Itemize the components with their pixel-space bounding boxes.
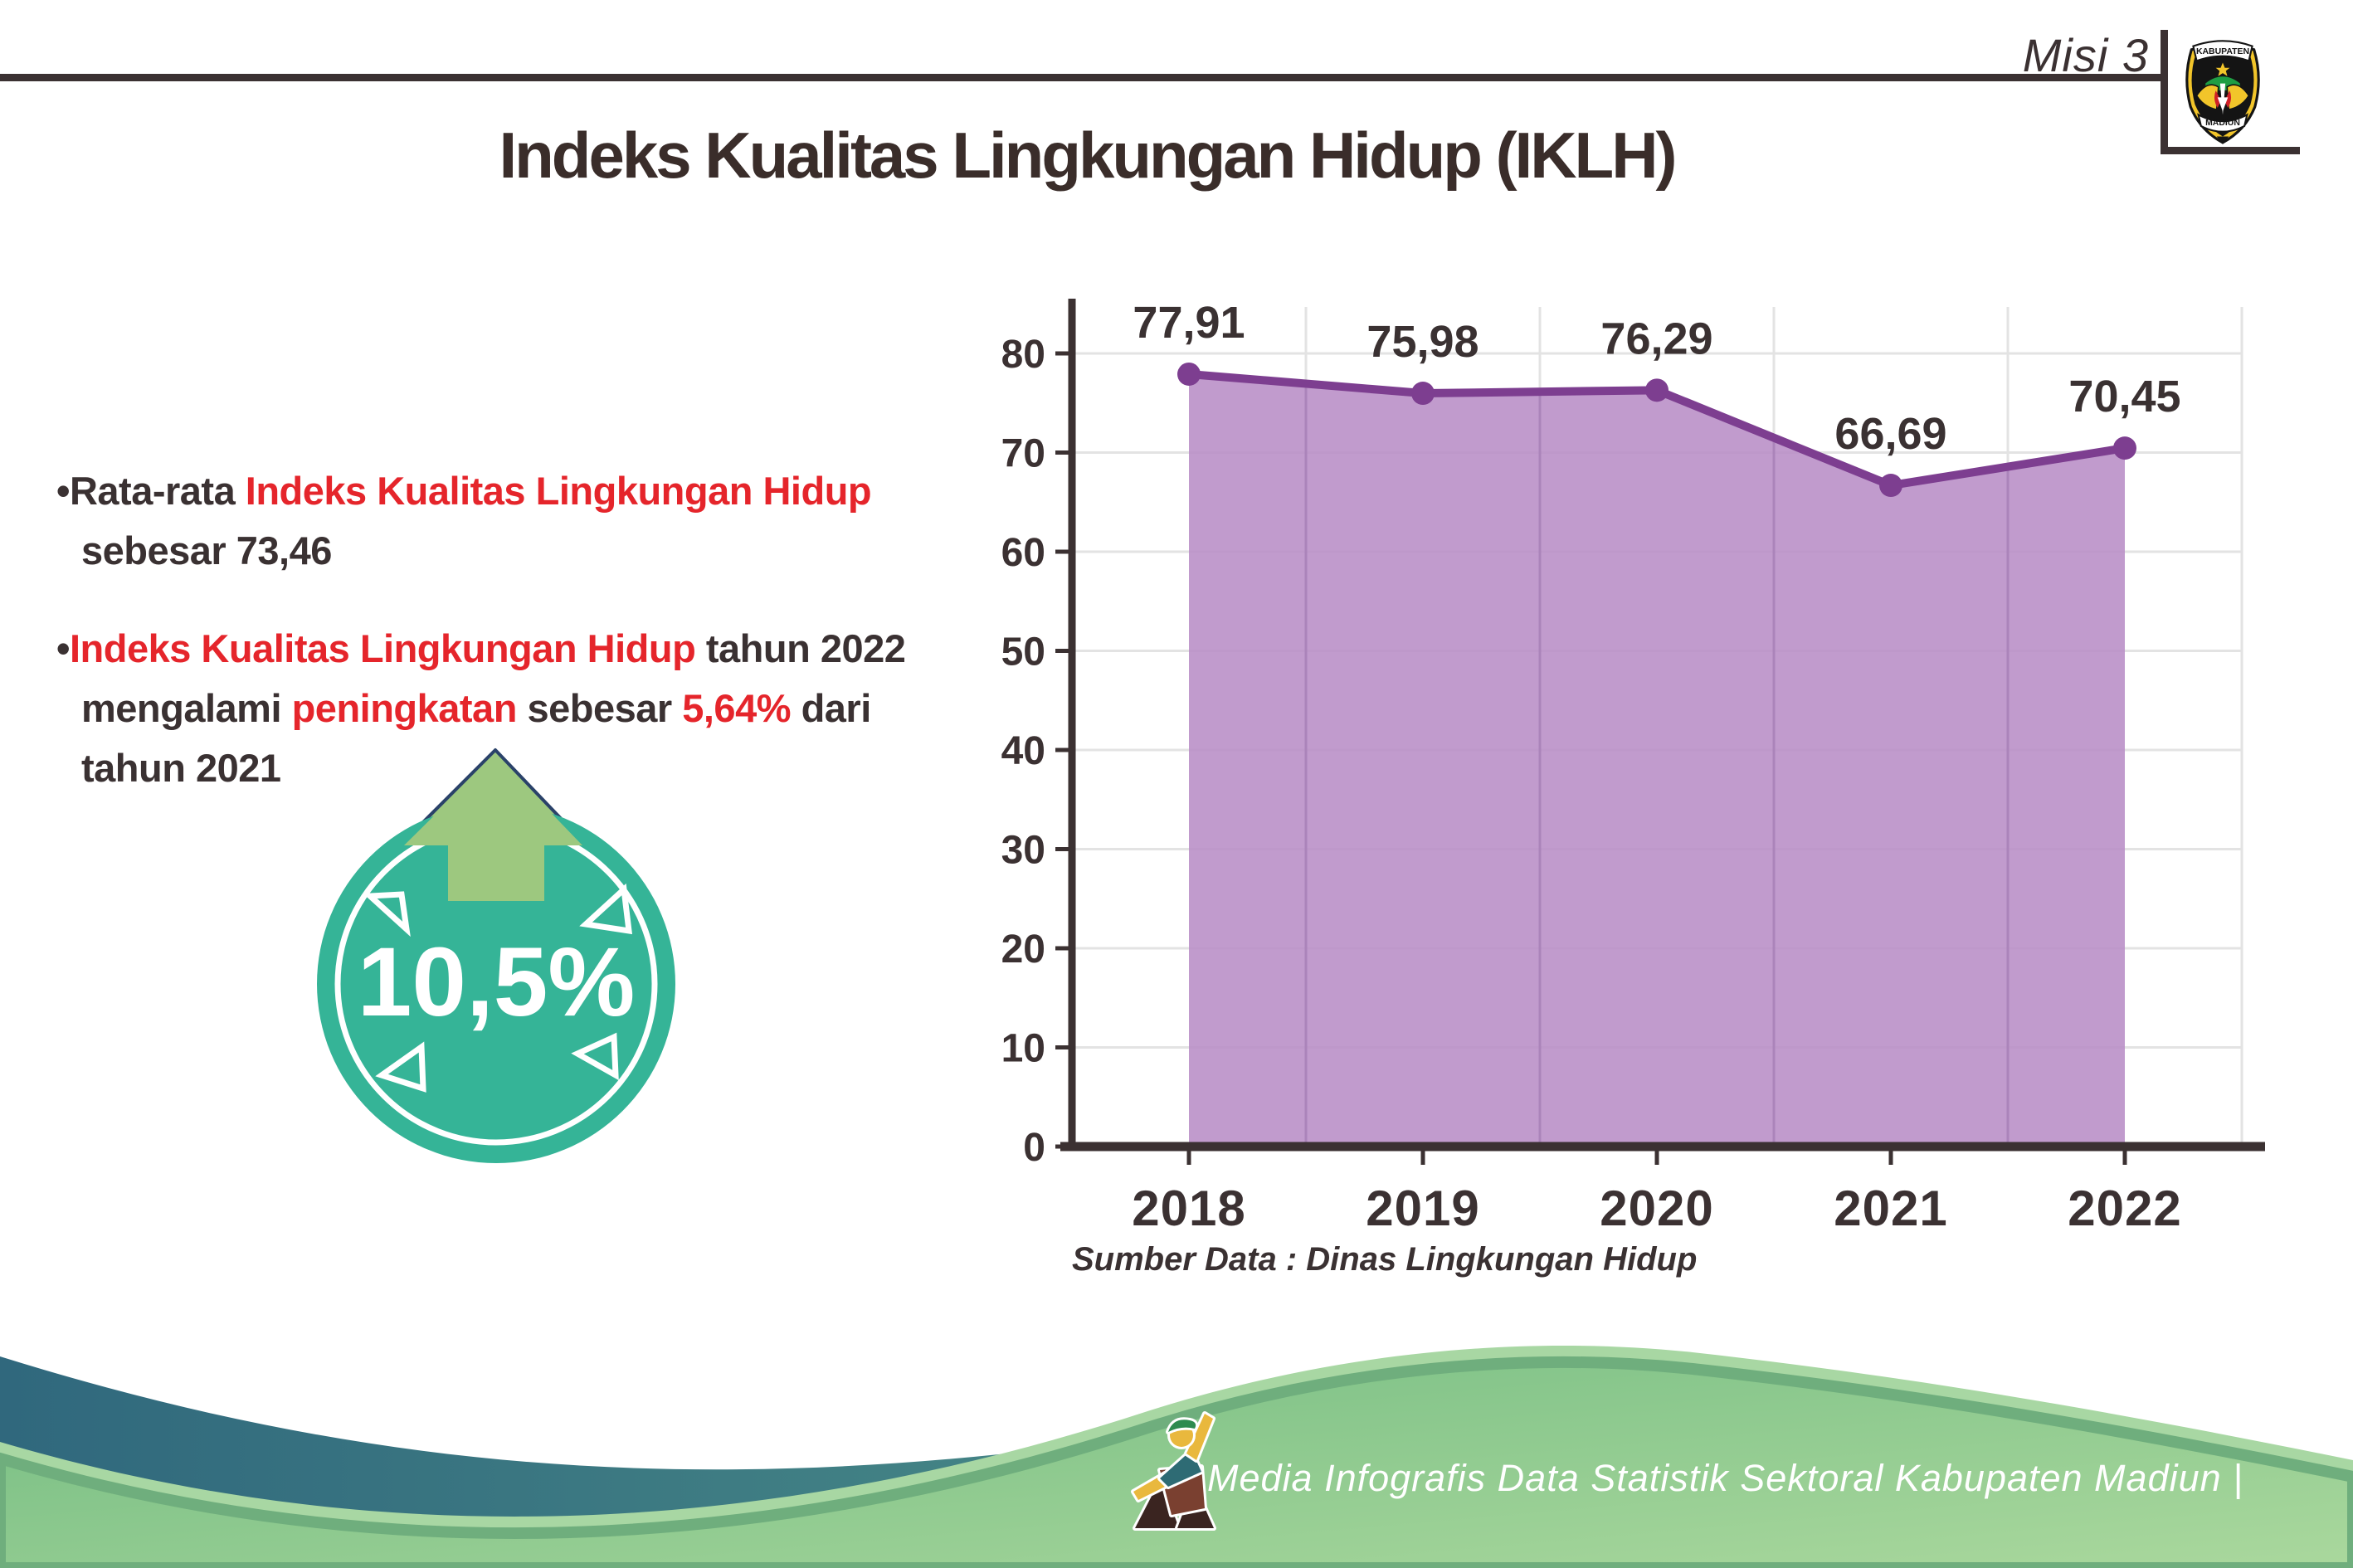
data-point-marker bbox=[1411, 382, 1435, 406]
logo-bracket-horizontal bbox=[2161, 147, 2300, 154]
y-tick-label: 70 bbox=[1001, 432, 1045, 476]
crest-bottom-point bbox=[2216, 136, 2229, 144]
x-tick-label: 2020 bbox=[1600, 1181, 1713, 1236]
data-point-marker bbox=[1177, 362, 1201, 386]
text-segment: tahun 2022 bbox=[695, 626, 906, 670]
increase-badge: 10,5% bbox=[317, 748, 675, 1163]
crest-center-shield bbox=[2217, 97, 2229, 112]
text-segment: sebesar bbox=[516, 686, 683, 730]
page-title: Indeks Kualitas Lingkungan Hidup (IKLH) bbox=[499, 119, 1677, 192]
data-point-label: 66,69 bbox=[1834, 409, 1946, 459]
iklh-area-chart: 77,91 75,98 76,29 66,69 70,45 0 10 20 30 40 50 60 70… bbox=[1001, 298, 2265, 1236]
text-segment: mengalami bbox=[81, 686, 292, 730]
area-fill bbox=[1189, 373, 2125, 1147]
crest-left-flame bbox=[2214, 90, 2221, 108]
y-tick-label: 50 bbox=[1001, 631, 1045, 674]
data-point-label: 77,91 bbox=[1133, 298, 1245, 348]
crest-bottom-text: MADIUN bbox=[2205, 119, 2240, 128]
notes-panel: •Rata-rata Indeks Kualitas Lingkungan Hi… bbox=[56, 461, 952, 836]
text-segment: tahun 2021 bbox=[81, 746, 281, 790]
y-tick-label: 0 bbox=[1023, 1126, 1045, 1170]
crest-star-icon bbox=[2215, 62, 2230, 76]
x-tick-label: 2022 bbox=[2068, 1181, 2181, 1236]
text-segment: Indeks Kualitas Lingkungan Hidup bbox=[69, 626, 696, 670]
source-note: Sumber Data : Dinas Lingkungan Hidup bbox=[1072, 1241, 1698, 1278]
bullet-dot: • bbox=[56, 626, 70, 670]
y-tick-label: 30 bbox=[1001, 829, 1045, 873]
data-point-label: 75,98 bbox=[1366, 317, 1479, 367]
data-point-label: 76,29 bbox=[1600, 314, 1712, 363]
data-point-marker bbox=[2113, 436, 2136, 460]
x-tick-label: 2019 bbox=[1366, 1181, 1479, 1236]
text-segment: peningkatan bbox=[291, 686, 518, 730]
y-tick-label: 60 bbox=[1001, 531, 1045, 575]
crest-right-flame bbox=[2224, 90, 2232, 108]
header-rule bbox=[0, 74, 2161, 81]
note-increase-iklh: •Indeks Kualitas Lingkungan Hidup tahun … bbox=[56, 619, 952, 798]
y-tick-label: 20 bbox=[1001, 928, 1045, 971]
badge-sparkle-triangles bbox=[363, 883, 633, 1093]
text-segment: dari bbox=[791, 686, 872, 730]
crest-bottom-banner bbox=[2197, 113, 2248, 133]
text-segment: Rata-rata bbox=[69, 469, 246, 513]
mascot-icon bbox=[1131, 1411, 1216, 1531]
logo-bracket-vertical bbox=[2161, 30, 2168, 154]
y-tick-label: 10 bbox=[1001, 1027, 1045, 1071]
up-arrow-overlap bbox=[404, 755, 582, 901]
madiun-crest-logo: KABUPATEN MADIUN bbox=[2185, 40, 2260, 144]
bullet-dot: • bbox=[56, 469, 70, 513]
crest-top-banner bbox=[2192, 40, 2253, 62]
text-segment: sebesar 73,46 bbox=[81, 528, 332, 572]
text-segment: 5,64% bbox=[682, 686, 792, 730]
footer-waves bbox=[0, 1345, 2353, 1568]
note-average-iklh: •Rata-rata Indeks Kualitas Lingkungan Hi… bbox=[56, 461, 952, 581]
data-point-marker bbox=[1645, 378, 1669, 402]
text-segment: Indeks Kualitas Lingkungan Hidup bbox=[245, 469, 872, 513]
badge-value: 10,5% bbox=[358, 928, 636, 1037]
data-point-label: 70,45 bbox=[2068, 372, 2180, 421]
footer-caption: Media Infografis Data Statistik Sektoral… bbox=[1207, 1457, 2243, 1499]
x-tick-label: 2021 bbox=[1834, 1181, 1947, 1236]
x-tick-label: 2018 bbox=[1132, 1181, 1245, 1236]
misi-label: Misi 3 bbox=[2022, 29, 2149, 81]
data-point-marker bbox=[1879, 474, 1902, 498]
y-tick-label: 40 bbox=[1001, 729, 1045, 773]
y-tick-label: 80 bbox=[1001, 333, 1045, 377]
crest-top-text: KABUPATEN bbox=[2196, 47, 2249, 56]
badge-circle bbox=[317, 805, 675, 1163]
